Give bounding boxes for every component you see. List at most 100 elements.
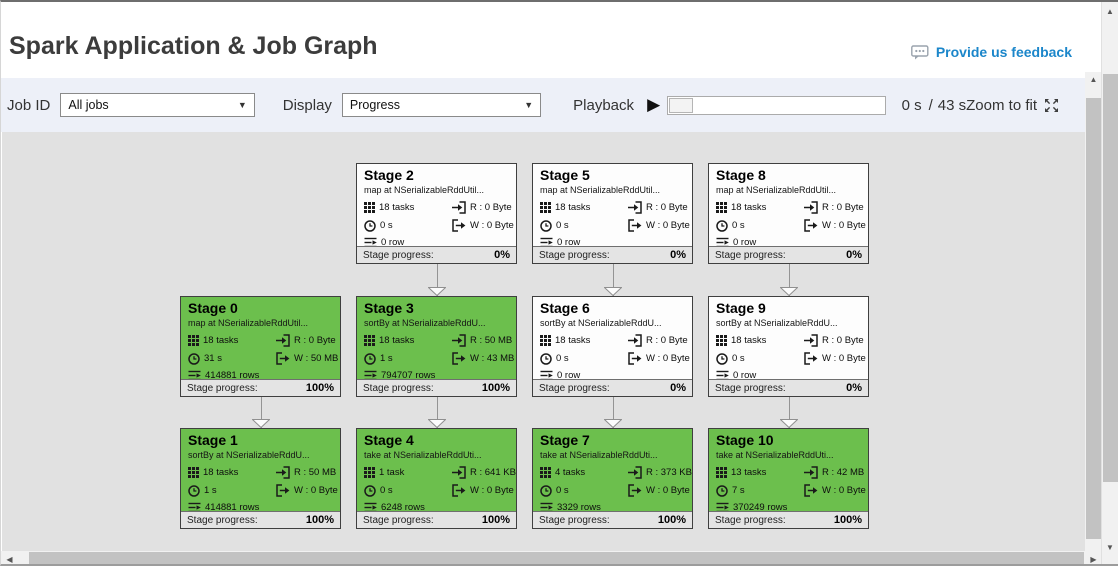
clock-icon [716, 352, 728, 365]
stage-rows: 794707 rows [364, 370, 452, 379]
tasks-grid-icon [716, 467, 727, 478]
playback-time: 0 s /43 s [902, 97, 967, 114]
stage-rows-value: 794707 rows [381, 370, 436, 379]
chevron-down-icon: ▼ [524, 100, 534, 110]
stage-title: Stage 5 [540, 167, 590, 183]
stage-card-stage-3[interactable]: Stage 3 sortBy at NSerializableRddU... 1… [356, 296, 517, 397]
stage-card-stage-0[interactable]: Stage 0 map at NSerializableRddUtil... 1… [180, 296, 341, 397]
stage-title: Stage 6 [540, 300, 590, 316]
write-output-icon [628, 219, 642, 232]
stage-card-body: Stage 3 sortBy at NSerializableRddU... 1… [357, 297, 516, 379]
stage-card-stage-9[interactable]: Stage 9 sortBy at NSerializableRddU... 1… [708, 296, 869, 397]
display-select[interactable]: Progress ▼ [341, 93, 542, 117]
stage-metrics: 4 tasks R : 373 KB 0 s W : 0 Byte 3329 r… [540, 466, 692, 511]
scroll-down-icon[interactable]: ▼ [1106, 543, 1114, 552]
stage-progress-value: 100% [657, 514, 686, 526]
clock-icon [540, 219, 552, 232]
read-input-icon [804, 466, 818, 479]
stage-time: 0 s [364, 219, 452, 232]
scroll-right-icon[interactable]: ▶ [1090, 555, 1097, 564]
scroll-up-icon[interactable]: ▲ [1089, 75, 1098, 84]
stage-time-value: 0 s [556, 353, 569, 364]
stage-rows-value: 0 row [381, 237, 405, 246]
stage-write: W : 0 Byte [804, 352, 866, 365]
stage-card-body: Stage 5 map at NSerializableRddUtil... 1… [533, 164, 692, 246]
stage-write-value: W : 0 Byte [646, 220, 690, 231]
job-id-select[interactable]: All jobs ▼ [60, 93, 255, 117]
stage-progress-bar: Stage progress: 100% [357, 511, 516, 528]
stage-card-body: Stage 10 take at NSerializableRddUti... … [709, 429, 868, 511]
stage-write-value: W : 43 MB [470, 353, 515, 364]
stage-title: Stage 4 [364, 432, 414, 448]
rows-icon [716, 237, 729, 246]
stage-description: take at NSerializableRddUti... [540, 450, 658, 460]
stage-metrics: 18 tasks R : 0 Byte 0 s W : 0 Byte 0 row [716, 201, 866, 246]
stage-card-stage-1[interactable]: Stage 1 sortBy at NSerializableRddU... 1… [180, 428, 341, 529]
stage-read: R : 0 Byte [628, 334, 690, 347]
clock-icon [364, 219, 376, 232]
stage-read-value: R : 50 MB [294, 467, 337, 478]
stage-time-value: 0 s [556, 220, 569, 231]
playback-slider-thumb[interactable] [669, 97, 694, 113]
read-input-icon [628, 201, 642, 214]
graph-horizontal-scrollbar-thumb[interactable] [29, 552, 1084, 564]
stage-tasks: 18 tasks [188, 466, 276, 479]
edge-arrowhead-icon [603, 287, 623, 297]
stage-tasks-value: 18 tasks [731, 335, 767, 346]
edge-arrowhead-icon [779, 419, 799, 429]
stage-progress-label: Stage progress: [539, 514, 610, 526]
stage-tasks-value: 4 tasks [555, 467, 586, 478]
stage-rows: 3329 rows [540, 502, 628, 511]
stage-card-body: Stage 7 take at NSerializableRddUti... 4… [533, 429, 692, 511]
clock-icon [716, 484, 728, 497]
read-input-icon [276, 334, 290, 347]
graph-vertical-scrollbar[interactable]: ▲ [1085, 72, 1102, 551]
stage-card-stage-8[interactable]: Stage 8 map at NSerializableRddUtil... 1… [708, 163, 869, 264]
stage-tasks-value: 18 tasks [379, 335, 415, 346]
read-input-icon [452, 201, 466, 214]
page-vertical-scrollbar[interactable]: ▲ ▼ [1101, 2, 1118, 564]
stage-read: R : 0 Byte [452, 201, 514, 214]
play-button[interactable]: ▶ [644, 95, 663, 115]
stage-time-value: 31 s [204, 353, 222, 364]
stage-card-body: Stage 2 map at NSerializableRddUtil... 1… [357, 164, 516, 246]
job-id-selected-value: All jobs [68, 98, 109, 112]
read-input-icon [452, 466, 466, 479]
stage-metrics: 18 tasks R : 0 Byte 0 s W : 0 Byte 0 row [364, 201, 514, 246]
stage-description: sortBy at NSerializableRddU... [540, 318, 662, 328]
stage-card-stage-4[interactable]: Stage 4 take at NSerializableRddUti... 1… [356, 428, 517, 529]
elapsed-time: 0 s [901, 96, 922, 114]
page-vertical-scrollbar-thumb[interactable] [1103, 74, 1118, 482]
stage-card-stage-10[interactable]: Stage 10 take at NSerializableRddUti... … [708, 428, 869, 529]
graph-canvas[interactable]: Stage 0 map at NSerializableRddUtil... 1… [2, 132, 1085, 551]
read-input-icon [628, 466, 642, 479]
stage-progress-bar: Stage progress: 100% [709, 511, 868, 528]
zoom-to-fit-icon [1044, 98, 1059, 113]
rows-icon [716, 502, 729, 511]
scroll-left-icon[interactable]: ◀ [6, 555, 13, 564]
stage-card-stage-5[interactable]: Stage 5 map at NSerializableRddUtil... 1… [532, 163, 693, 264]
write-output-icon [452, 219, 466, 232]
stage-tasks: 13 tasks [716, 466, 804, 479]
job-id-label: Job ID [7, 96, 51, 114]
stage-description: sortBy at NSerializableRddU... [716, 318, 838, 328]
stage-write-value: W : 0 Byte [822, 353, 866, 364]
graph-vertical-scrollbar-thumb[interactable] [1086, 98, 1101, 539]
read-input-icon [276, 466, 290, 479]
stage-rows-value: 414881 rows [205, 370, 260, 379]
zoom-to-fit-button[interactable]: Zoom to fit [966, 97, 1059, 114]
stage-metrics: 13 tasks R : 42 MB 7 s W : 0 Byte 370249… [716, 466, 866, 511]
graph-horizontal-scrollbar[interactable]: ◀ ▶ [1, 551, 1102, 564]
stage-tasks: 1 task [364, 466, 452, 479]
feedback-link[interactable]: Provide us feedback [910, 44, 1072, 60]
feedback-bubble-icon [910, 44, 929, 60]
playback-slider[interactable] [667, 95, 886, 115]
stage-metrics: 1 task R : 641 KB 0 s W : 0 Byte 6248 ro… [364, 466, 516, 511]
stage-card-stage-7[interactable]: Stage 7 take at NSerializableRddUti... 4… [532, 428, 693, 529]
scroll-up-icon[interactable]: ▲ [1106, 7, 1114, 16]
stage-card-stage-6[interactable]: Stage 6 sortBy at NSerializableRddU... 1… [532, 296, 693, 397]
stage-time: 0 s [716, 352, 804, 365]
tasks-grid-icon [364, 467, 375, 478]
stage-card-stage-2[interactable]: Stage 2 map at NSerializableRddUtil... 1… [356, 163, 517, 264]
playback-label: Playback [573, 96, 635, 114]
